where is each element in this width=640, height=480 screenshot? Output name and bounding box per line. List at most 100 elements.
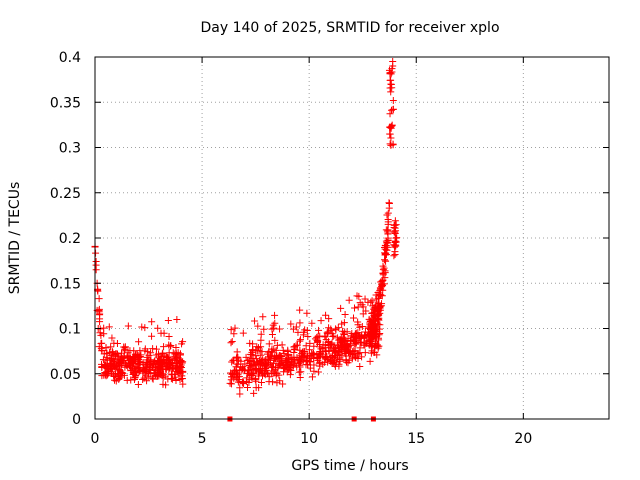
data-point (332, 326, 340, 334)
data-point (250, 389, 258, 397)
data-point (381, 245, 389, 253)
data-point (130, 347, 138, 355)
data-point (116, 357, 124, 365)
data-point (172, 343, 180, 351)
data-point (391, 229, 399, 237)
data-point (166, 360, 174, 368)
data-point (100, 324, 108, 332)
data-point (249, 354, 257, 362)
data-point (234, 378, 242, 386)
data-point (380, 264, 388, 272)
data-point (155, 356, 163, 364)
data-point (267, 369, 275, 377)
data-point (345, 296, 353, 304)
data-point (228, 373, 236, 381)
x-tick-label: 10 (300, 431, 318, 447)
data-point (121, 344, 129, 352)
data-point (258, 348, 266, 356)
data-point (297, 358, 305, 366)
data-point (254, 344, 262, 352)
data-point (268, 325, 276, 333)
data-point (233, 370, 241, 378)
data-point (384, 215, 392, 223)
data-point (355, 331, 363, 339)
data-point (336, 335, 344, 343)
data-point (95, 295, 103, 303)
data-point (354, 349, 362, 357)
data-point (376, 303, 384, 311)
data-point (291, 345, 299, 353)
data-point (364, 298, 372, 306)
data-point (236, 384, 244, 392)
data-point (136, 359, 144, 367)
data-point (355, 292, 363, 300)
data-point (289, 325, 297, 333)
data-point (275, 362, 283, 370)
data-point (226, 379, 234, 387)
data-point (305, 346, 313, 354)
data-point (329, 345, 337, 353)
data-point (120, 347, 128, 355)
data-point (243, 356, 251, 364)
data-point (243, 370, 251, 378)
data-point (233, 360, 241, 368)
data-point (342, 356, 350, 364)
data-point (108, 334, 116, 342)
data-point (166, 342, 174, 350)
data-point (310, 342, 318, 350)
data-point (314, 368, 322, 376)
data-point (299, 331, 307, 339)
data-point (243, 374, 251, 382)
data-point (130, 375, 138, 383)
data-point (102, 344, 110, 352)
data-point (371, 303, 379, 311)
data-point (149, 375, 157, 383)
data-point (98, 364, 106, 372)
data-point (149, 360, 157, 368)
data-point (265, 348, 273, 356)
data-point (358, 353, 366, 361)
y-tick-label: 0.1 (59, 322, 81, 338)
data-point (299, 350, 307, 358)
data-point (92, 257, 100, 265)
data-point (286, 363, 294, 371)
data-point (165, 333, 173, 341)
data-point (257, 351, 265, 359)
data-point (154, 324, 162, 332)
data-point (374, 307, 382, 315)
data-point (369, 320, 377, 328)
data-point (124, 349, 132, 357)
data-point (297, 368, 305, 376)
data-point (134, 381, 142, 389)
data-point (325, 315, 333, 323)
data-point (178, 375, 186, 383)
data-point (92, 249, 100, 257)
data-point (315, 326, 323, 334)
data-point (271, 311, 279, 319)
data-point (176, 351, 184, 359)
data-point (144, 360, 152, 368)
data-point (306, 339, 314, 347)
data-point (266, 356, 274, 364)
data-point (296, 319, 304, 327)
data-point (280, 365, 288, 373)
data-point (378, 292, 386, 300)
data-point (356, 362, 364, 370)
data-point (271, 354, 279, 362)
data-point (372, 330, 380, 338)
data-point (165, 349, 173, 357)
data-point (370, 304, 378, 312)
data-point (351, 330, 359, 338)
data-point (356, 338, 364, 346)
data-point (294, 328, 302, 336)
data-point (304, 361, 312, 369)
x-tick-label: 20 (514, 431, 532, 447)
data-point (249, 346, 257, 354)
data-point (384, 209, 392, 217)
data-point (284, 347, 292, 355)
data-point (143, 363, 151, 371)
data-point (252, 384, 260, 392)
data-point (109, 361, 117, 369)
data-point (271, 319, 279, 327)
